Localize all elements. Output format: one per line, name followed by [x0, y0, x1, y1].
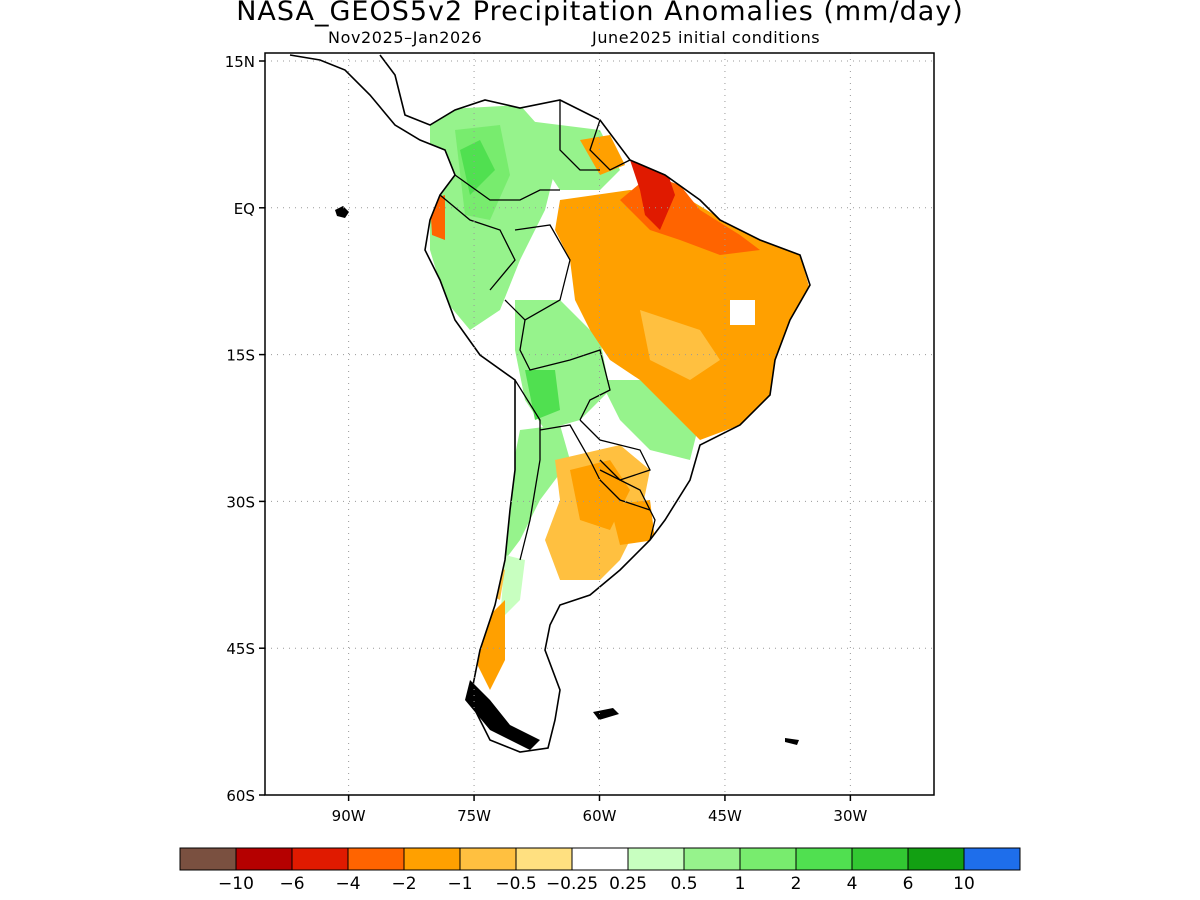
islands	[335, 206, 799, 750]
colorbar-swatch	[683, 847, 741, 871]
colorbar-tick-label: 4	[847, 874, 858, 894]
colorbar-swatch	[963, 847, 1021, 871]
lat-tick-label: 15S	[226, 347, 255, 365]
colorbar-tick-label: −1	[447, 874, 472, 894]
colorbar-tick-label: 0.5	[670, 874, 697, 894]
colorbar-tick-label: −0.5	[495, 874, 536, 894]
lon-tick-label: 75W	[457, 807, 491, 825]
lat-tick-label: 30S	[226, 493, 255, 511]
colorbar-tick-label: 10	[953, 874, 975, 894]
lat-tick-label: EQ	[234, 200, 255, 218]
colorbar-tick-label: −4	[335, 874, 360, 894]
colorbar: −10 −6 −4 −2 −1 −0.5 −0.25 0.25 0.5 1 2 4 6 10	[179, 847, 1021, 894]
colorbar-tick-label: −10	[218, 874, 254, 894]
lat-tick-label: 15N	[225, 53, 255, 71]
colorbar-tick-label: −2	[391, 874, 416, 894]
initial-conditions: June2025 initial conditions	[592, 28, 821, 47]
colorbar-tick-label: −6	[279, 874, 304, 894]
colorbar-swatch	[795, 847, 853, 871]
colorbar-swatch	[179, 847, 237, 871]
colorbar-swatch	[235, 847, 293, 871]
colorbar-tick-label: 0.25	[609, 874, 647, 894]
colorbar-swatch	[403, 847, 461, 871]
colorbar-tick-label: 6	[903, 874, 914, 894]
lon-tick-label: 60W	[583, 807, 617, 825]
lon-tick-label: 45W	[708, 807, 742, 825]
lon-tick-label: 90W	[332, 807, 366, 825]
colorbar-swatch	[627, 847, 685, 871]
coastline	[289, 54, 811, 753]
longitude-axis: 90W 75W 60W 45W 30W	[332, 795, 868, 825]
colorbar-swatch	[459, 847, 517, 871]
colorbar-swatch	[851, 847, 909, 871]
colorbar-tick-label: 2	[791, 874, 802, 894]
chart-title: NASA_GEOS5v2 Precipitation Anomalies (mm…	[236, 0, 964, 27]
colorbar-swatch	[291, 847, 349, 871]
colorbar-swatch	[907, 847, 965, 871]
colorbar-tick-label: −0.25	[546, 874, 598, 894]
latitude-axis: 15N EQ 15S 30S 45S 60S	[225, 53, 265, 805]
forecast-period: Nov2025–Jan2026	[328, 28, 483, 47]
colorbar-tick-label: 1	[735, 874, 746, 894]
lat-tick-label: 60S	[226, 787, 255, 805]
lat-tick-label: 45S	[226, 640, 255, 658]
lon-tick-label: 30W	[833, 807, 867, 825]
colorbar-swatch	[347, 847, 405, 871]
grid-lines	[265, 53, 934, 795]
colorbar-swatch	[515, 847, 573, 871]
country-borders	[439, 100, 656, 561]
colorbar-swatch	[571, 847, 629, 871]
colorbar-swatch	[739, 847, 797, 871]
